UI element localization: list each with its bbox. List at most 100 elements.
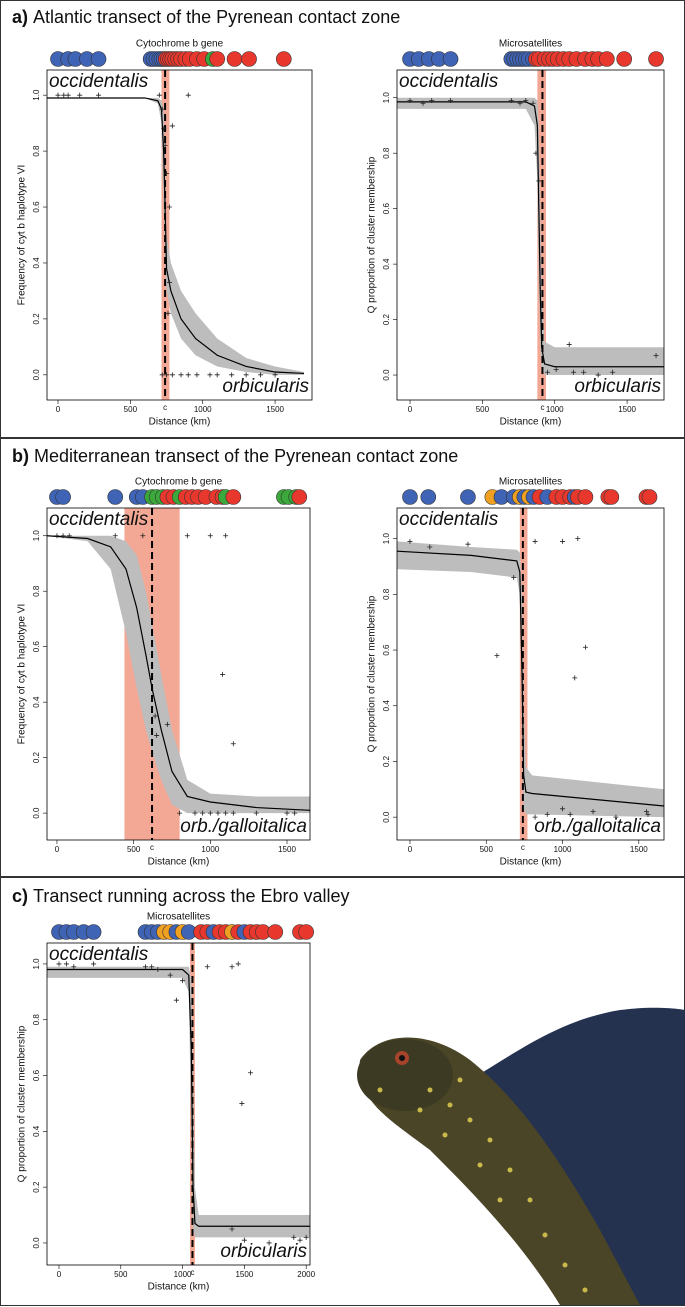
data-point bbox=[508, 98, 514, 104]
y-tick-label: 0.2 bbox=[382, 313, 391, 325]
sampling-site bbox=[442, 51, 459, 67]
cline-curve bbox=[47, 968, 310, 1227]
sampling-site bbox=[275, 51, 292, 67]
y-tick-label: 1.0 bbox=[382, 92, 391, 104]
data-point bbox=[77, 92, 83, 98]
data-point bbox=[532, 814, 538, 820]
data-point bbox=[112, 533, 118, 539]
annotation: orbicularis bbox=[220, 1241, 307, 1262]
data-point bbox=[207, 533, 213, 539]
y-tick-label: 1.0 bbox=[32, 958, 41, 970]
x-tick-label: 0 bbox=[55, 845, 60, 854]
chart-title: Cytochrome b gene bbox=[135, 477, 223, 488]
center-label: c bbox=[163, 403, 167, 412]
data-point bbox=[239, 1100, 245, 1106]
y-tick-label: 0.6 bbox=[32, 641, 41, 653]
y-axis-label: Q proportion of cluster membership bbox=[367, 595, 378, 752]
data-point bbox=[235, 961, 241, 967]
data-point bbox=[610, 369, 616, 375]
data-point bbox=[545, 369, 551, 375]
data-point bbox=[420, 100, 426, 106]
sampling-site bbox=[209, 51, 226, 67]
sampling-site bbox=[267, 924, 284, 940]
annotation: occidentalis bbox=[49, 71, 149, 92]
data-point bbox=[215, 810, 221, 816]
data-point bbox=[266, 1240, 272, 1246]
data-point bbox=[185, 372, 191, 378]
panel-letter: a) bbox=[12, 7, 28, 27]
y-tick-label: 0.6 bbox=[32, 1069, 41, 1081]
data-point bbox=[230, 810, 236, 816]
data-point bbox=[243, 372, 249, 378]
x-tick-label: 1000 bbox=[546, 405, 564, 414]
sampling-site bbox=[460, 489, 476, 505]
data-point bbox=[184, 533, 190, 539]
data-point bbox=[214, 372, 220, 378]
data-point bbox=[448, 98, 454, 104]
x-tick-label: 500 bbox=[480, 845, 494, 854]
plot-frame bbox=[46, 507, 311, 841]
data-point bbox=[178, 372, 184, 378]
data-point bbox=[567, 811, 573, 817]
cline-curve bbox=[397, 101, 664, 368]
chart-title: Microsatellites bbox=[147, 912, 210, 923]
data-point bbox=[223, 533, 229, 539]
plot-frame bbox=[46, 942, 311, 1266]
x-tick-label: 500 bbox=[476, 405, 490, 414]
data-point bbox=[590, 809, 596, 815]
data-point bbox=[164, 372, 170, 378]
turtle-photo bbox=[357, 1007, 685, 1305]
sampling-site bbox=[616, 51, 633, 67]
annotation: orbicularis bbox=[222, 376, 309, 397]
x-axis-label: Distance (km) bbox=[149, 417, 211, 428]
y-axis-label: Frequency of cyt b haplotype VI bbox=[17, 165, 28, 306]
x-axis-label: Distance (km) bbox=[148, 1282, 210, 1293]
annotation: orb./galloitalica bbox=[180, 816, 307, 837]
data-point bbox=[258, 372, 264, 378]
center-label: c bbox=[521, 843, 525, 852]
data-point bbox=[494, 653, 500, 659]
data-point bbox=[207, 372, 213, 378]
panel-text: Transect running across the Ebro valley bbox=[33, 886, 350, 906]
x-tick-label: 0 bbox=[56, 405, 61, 414]
confidence-band bbox=[397, 97, 664, 376]
data-point bbox=[407, 538, 413, 544]
data-point bbox=[643, 809, 649, 815]
confidence-band bbox=[47, 97, 305, 375]
y-tick-label: 1.0 bbox=[32, 530, 41, 542]
data-point bbox=[152, 713, 158, 719]
sampling-site bbox=[298, 924, 314, 940]
sampling-site bbox=[291, 489, 308, 505]
data-point bbox=[303, 1234, 309, 1240]
y-tick-label: 0.0 bbox=[382, 369, 391, 381]
confidence-band bbox=[47, 535, 310, 814]
plot-frame bbox=[46, 69, 313, 401]
data-point bbox=[523, 98, 529, 104]
data-point bbox=[165, 310, 171, 316]
data-point bbox=[553, 366, 559, 372]
data-point bbox=[292, 810, 298, 816]
data-point bbox=[154, 732, 160, 738]
x-tick-label: 0 bbox=[408, 845, 413, 854]
data-point bbox=[177, 810, 183, 816]
data-point bbox=[56, 961, 62, 967]
chart-title: Microsatellites bbox=[499, 477, 562, 488]
y-axis-label: Frequency of cyt b haplotype VI bbox=[17, 604, 28, 745]
x-tick-label: 1500 bbox=[618, 405, 636, 414]
data-point bbox=[54, 533, 60, 539]
y-axis-label: Q proportion of cluster membership bbox=[367, 156, 378, 313]
sampling-site bbox=[599, 51, 615, 67]
y-tick-label: 0.0 bbox=[32, 1237, 41, 1249]
panel-letter: c) bbox=[12, 886, 28, 906]
data-point bbox=[241, 1237, 247, 1243]
y-tick-label: 0.2 bbox=[32, 313, 41, 325]
cline-curve bbox=[47, 97, 305, 375]
data-point bbox=[61, 92, 67, 98]
sampling-site bbox=[225, 489, 242, 505]
data-point bbox=[60, 533, 66, 539]
y-axis-label: Q proportion of cluster membership bbox=[17, 1025, 28, 1182]
data-point bbox=[532, 538, 538, 544]
panel-heading: c) Transect running across the Ebro vall… bbox=[12, 886, 350, 906]
panel-text: Atlantic transect of the Pyrenean contac… bbox=[33, 7, 400, 27]
